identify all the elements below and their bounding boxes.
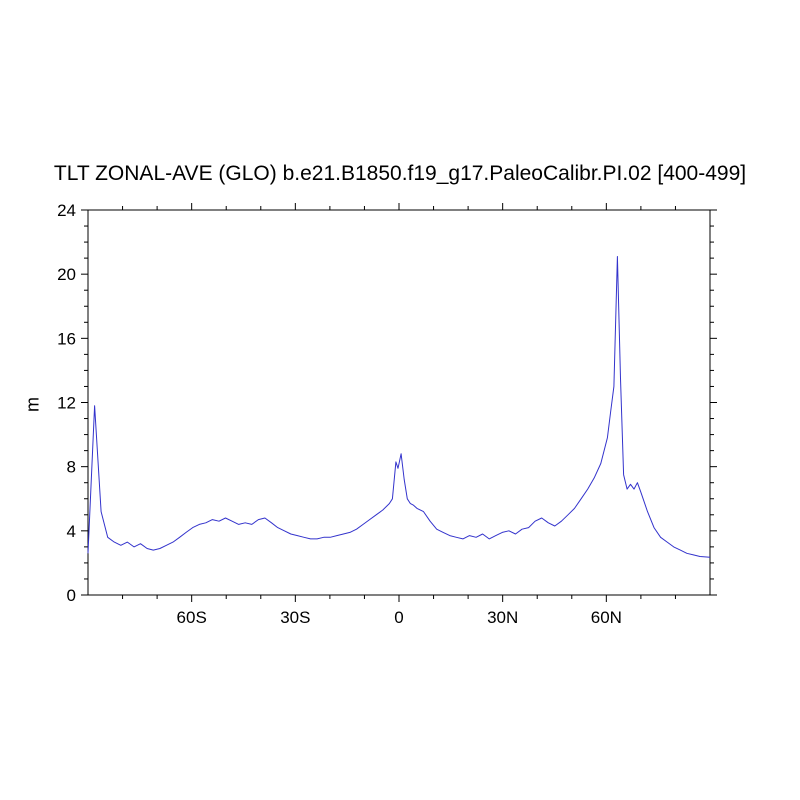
svg-text:8: 8: [67, 458, 76, 477]
svg-text:4: 4: [67, 522, 76, 541]
svg-text:16: 16: [57, 329, 76, 348]
svg-text:12: 12: [57, 394, 76, 413]
svg-text:30S: 30S: [280, 608, 310, 627]
svg-text:0: 0: [394, 608, 403, 627]
svg-text:20: 20: [57, 265, 76, 284]
svg-text:24: 24: [57, 201, 76, 220]
svg-text:60N: 60N: [591, 608, 622, 627]
chart-title: TLT ZONAL-AVE (GLO) b.e21.B1850.f19_g17.…: [53, 162, 747, 185]
svg-text:60S: 60S: [177, 608, 207, 627]
svg-text:0: 0: [67, 586, 76, 605]
svg-text:30N: 30N: [487, 608, 518, 627]
